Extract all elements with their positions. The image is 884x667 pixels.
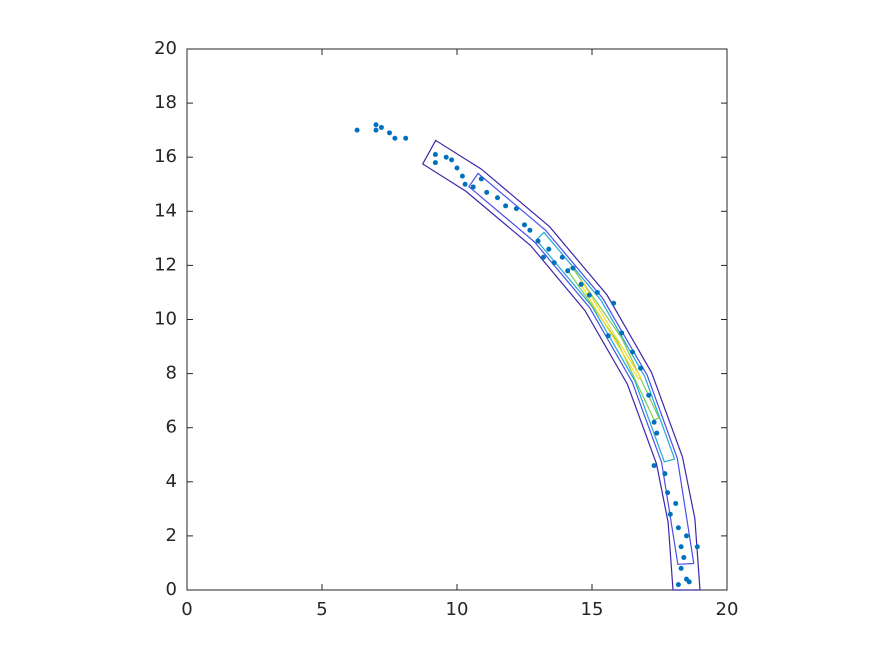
scatter-point [462, 181, 468, 187]
x-tick-label: 0 [181, 599, 192, 620]
scatter-point [432, 160, 438, 166]
scatter-point [651, 463, 657, 469]
scatter-point [667, 511, 673, 517]
scatter-point [594, 289, 600, 295]
y-tick-label: 20 [154, 38, 177, 59]
y-tick-label: 4 [166, 471, 177, 492]
y-tick-label: 2 [166, 525, 177, 546]
scatter-point [646, 392, 652, 398]
scatter-point [373, 127, 379, 133]
scatter-point [619, 330, 625, 336]
scatter-point [484, 189, 490, 195]
scatter-point [551, 260, 557, 266]
scatter-point [495, 195, 500, 201]
contour-line [421, 139, 701, 591]
scatter-point [449, 157, 455, 163]
scatter-point [503, 203, 509, 209]
scatter-point [630, 349, 635, 355]
y-tick-label: 6 [166, 417, 177, 438]
scatter-point [432, 151, 438, 157]
scatter-point [678, 544, 684, 550]
scatter-point [570, 265, 576, 271]
scatter-point [354, 127, 360, 133]
scatter-point [675, 582, 681, 588]
y-tick-label: 16 [154, 146, 177, 167]
scatter-point [373, 122, 379, 128]
scatter-point [654, 430, 660, 436]
scatter-point [443, 154, 449, 160]
scatter-point [675, 525, 681, 531]
scatter-point [586, 292, 592, 298]
scatter-point [513, 206, 519, 212]
scatter-point [559, 254, 565, 260]
scatter-point [611, 300, 617, 306]
scatter-point [565, 268, 571, 274]
scatter-point [478, 176, 484, 182]
x-tick-label: 15 [581, 599, 604, 620]
scatter-point [540, 254, 546, 260]
scatter-point [694, 544, 700, 550]
scatter-point [403, 135, 409, 141]
scatter-point [684, 533, 689, 539]
scatter-point [387, 130, 392, 136]
axes-box [186, 48, 728, 591]
scatter-point [522, 222, 527, 228]
scatter-point [470, 184, 476, 190]
scatter-point [546, 246, 552, 252]
scatter-point [665, 490, 671, 496]
scatter-point [651, 419, 657, 425]
scatter-point [392, 135, 398, 141]
scatter-point [527, 227, 533, 233]
scatter-point [662, 471, 668, 477]
scatter-point [678, 565, 684, 571]
y-tick-label: 18 [154, 92, 177, 113]
scatter-point [535, 238, 541, 244]
y-tick-label: 0 [166, 579, 177, 600]
x-tick-label: 5 [316, 599, 327, 620]
scatter-point [578, 281, 584, 287]
scatter-point [681, 555, 687, 561]
scatter-point [605, 333, 611, 339]
scatter-point [686, 579, 692, 585]
scatter-point [638, 365, 644, 371]
y-tick-label: 14 [154, 200, 177, 221]
y-tick-label: 12 [154, 254, 177, 275]
scatter-point [378, 124, 384, 130]
scatter-point [459, 173, 465, 179]
contour-line [468, 172, 695, 565]
x-tick-label: 10 [446, 599, 469, 620]
x-tick-label: 20 [716, 599, 739, 620]
y-tick-label: 10 [154, 309, 177, 330]
scatter-point [454, 165, 460, 171]
scatter-point [673, 500, 679, 506]
y-tick-label: 8 [166, 363, 177, 384]
